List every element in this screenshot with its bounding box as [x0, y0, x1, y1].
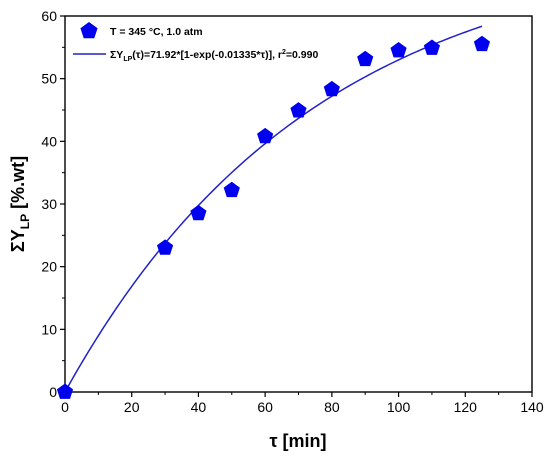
- data-point: [56, 383, 74, 399]
- data-point: [290, 102, 307, 118]
- data-point: [390, 41, 407, 58]
- x-axis-title: τ [min]: [269, 431, 326, 451]
- legend: T = 345 °C, 1.0 atm ΣYLP(τ)=71.92*[1-exp…: [73, 22, 318, 63]
- data-point: [156, 239, 174, 255]
- y-tick-label: 40: [41, 133, 57, 149]
- data-point: [423, 39, 441, 55]
- data-point: [223, 181, 240, 198]
- x-tick-label: 20: [124, 399, 140, 415]
- y-tick-label: 20: [41, 259, 57, 275]
- legend-entry-fit: ΣYLP(τ)=71.92*[1-exp(-0.01335*τ)], r2=0.…: [110, 49, 318, 63]
- x-tick-label: 60: [257, 399, 273, 415]
- x-tick-label: 40: [191, 399, 207, 415]
- y-tick-label: 50: [41, 71, 57, 87]
- data-point: [257, 127, 274, 144]
- x-tick-label: 120: [454, 399, 478, 415]
- legend-entry-measured: T = 345 °C, 1.0 atm: [110, 26, 203, 38]
- y-axis-ticks: 0 10 20 30 40 50 60: [41, 8, 65, 400]
- y-tick-label: 10: [41, 321, 57, 337]
- x-tick-label: 140: [520, 399, 544, 415]
- data-point: [473, 35, 491, 52]
- x-tick-label: 80: [324, 399, 340, 415]
- y-axis-title: ΣYLP [%.wt]: [8, 156, 32, 252]
- data-point: [357, 50, 374, 67]
- y-tick-label: 30: [41, 196, 57, 212]
- data-markers: [56, 35, 491, 399]
- fit-curve: [64, 25, 483, 393]
- x-tick-label: 0: [61, 399, 69, 415]
- x-tick-label: 100: [387, 399, 411, 415]
- x-axis-ticks: 0 20 40 60 80 100 120 140: [61, 392, 544, 415]
- y-tick-label: 60: [41, 8, 57, 24]
- plot-frame: [64, 15, 533, 393]
- legend-marker-pentagon-icon: [80, 22, 98, 39]
- y-tick-label: 0: [49, 384, 57, 400]
- data-point: [323, 80, 340, 97]
- data-point: [190, 204, 207, 221]
